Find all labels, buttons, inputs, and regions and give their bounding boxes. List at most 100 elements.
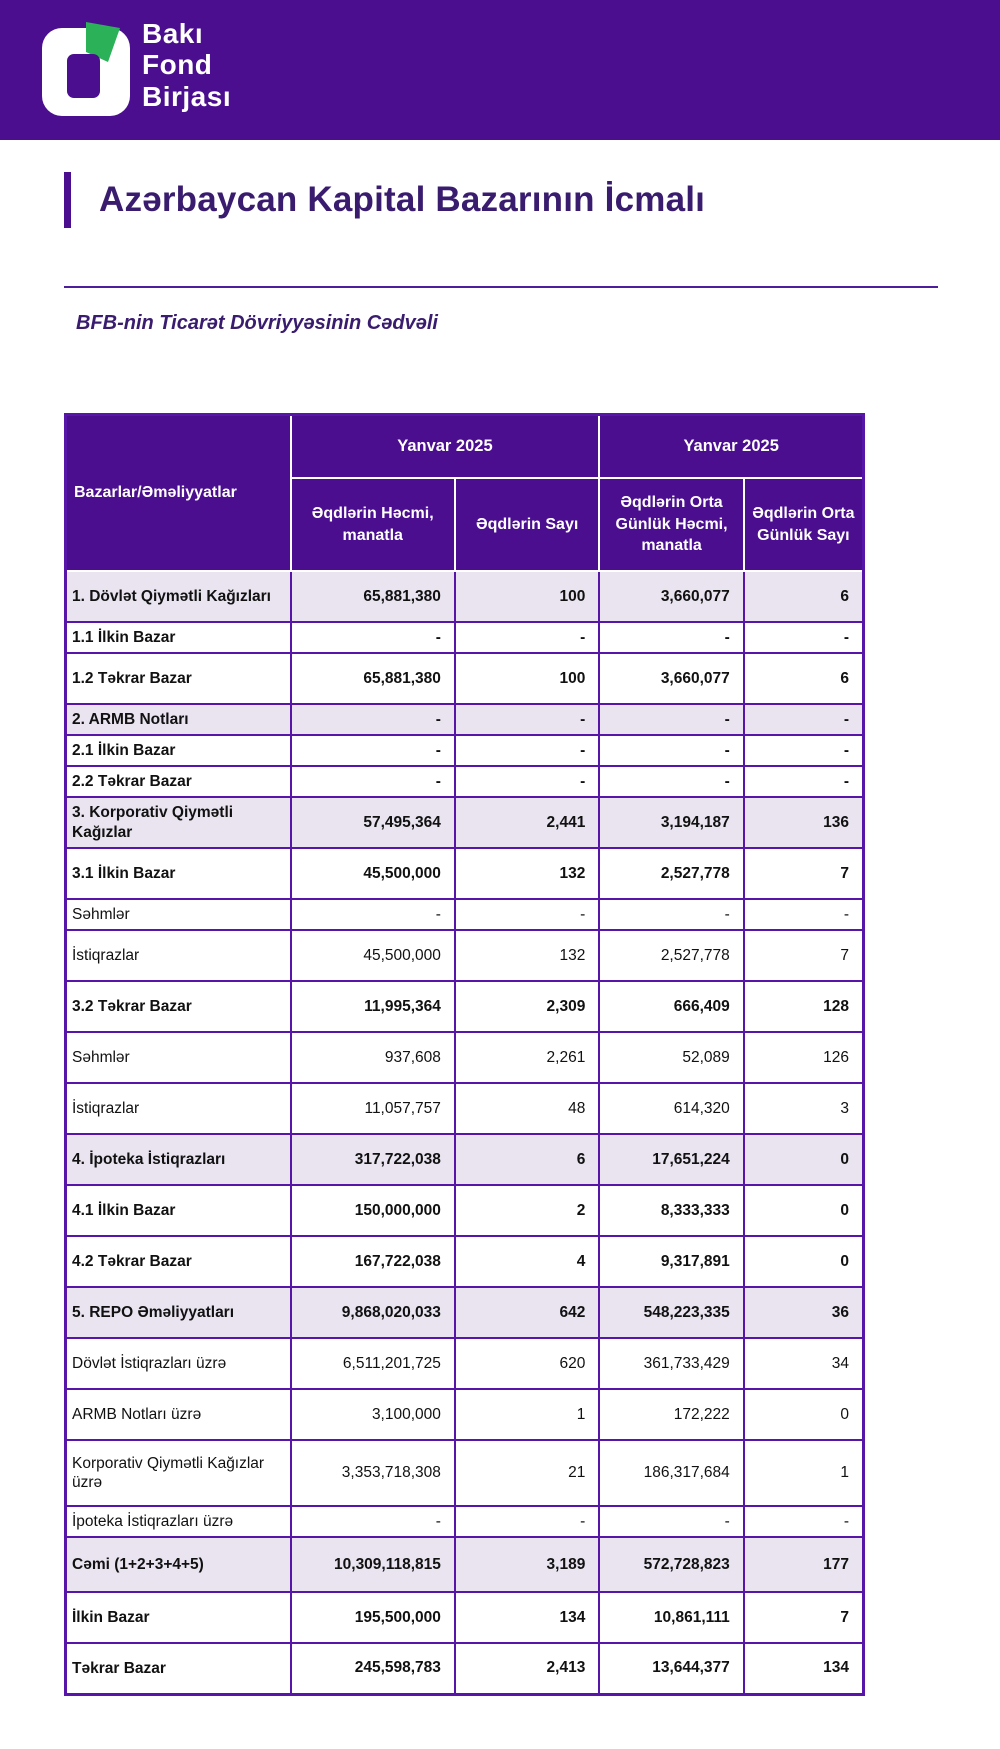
value-cell: 4 (453, 1235, 601, 1288)
table-row: İpoteka İstiqrazları üzrə - - - - (64, 1505, 865, 1538)
table-row: 1.2 Təkrar Bazar 65,881,380 100 3,660,077 6 (64, 652, 865, 705)
value-cell: 167,722,038 (289, 1235, 456, 1288)
value-cell: - (598, 898, 745, 931)
value-cell: 65,881,380 (289, 652, 456, 705)
content: Azərbaycan Kapital Bazarının İcmalı BFB-… (0, 172, 1000, 1696)
value-cell: 17,651,224 (598, 1133, 745, 1186)
table-row: Səhmlər 937,608 2,261 52,089 126 (64, 1031, 865, 1084)
row-label-cell: Səhmlər (64, 1031, 292, 1084)
trading-turnover-table: Bazarlar/Əməliyyatlar Yanvar 2025 Yanvar… (64, 413, 865, 1696)
row-label-cell: İstiqrazlar (64, 1082, 292, 1135)
value-cell: 195,500,000 (289, 1591, 456, 1644)
logo-counter (67, 54, 100, 98)
table-row: 4.1 İlkin Bazar 150,000,000 2 8,333,333 0 (64, 1184, 865, 1237)
row-label-cell: 1.2 Təkrar Bazar (64, 652, 292, 705)
table-row: 4. İpoteka İstiqrazları 317,722,038 6 17,65… (64, 1133, 865, 1186)
value-cell: 11,057,757 (289, 1082, 456, 1135)
value-cell: 0 (742, 1235, 865, 1288)
value-cell: 11,995,364 (289, 980, 456, 1033)
page-title: Azərbaycan Kapital Bazarının İcmalı (99, 180, 706, 219)
row-label-cell: 1.1 İlkin Bazar (64, 621, 292, 654)
logo-green-flag (86, 22, 120, 62)
row-label-cell: 1. Dövlət Qiymətli Kağızları (64, 570, 292, 623)
value-cell: 8,333,333 (598, 1184, 745, 1237)
value-cell: 9,317,891 (598, 1235, 745, 1288)
column-header-avg-daily-volume: Əqdlərin Orta Günlük Həcmi, manatla (598, 477, 745, 572)
value-cell: 1 (742, 1439, 865, 1507)
period-header-row: Bazarlar/Əməliyyatlar Yanvar 2025 Yanvar… (64, 413, 865, 572)
value-cell: - (453, 621, 601, 654)
brand-line-2: Fond (142, 49, 213, 81)
row-label-cell: 2. ARMB Notları (64, 703, 292, 736)
value-cell: - (742, 621, 865, 654)
value-cell: 48 (453, 1082, 601, 1135)
value-cell: 614,320 (598, 1082, 745, 1135)
table-row: Təkrar Bazar 245,598,783 2,413 13,644,377 13… (64, 1642, 865, 1695)
row-label-cell: 4. İpoteka İstiqrazları (64, 1133, 292, 1186)
row-label-cell: 3.2 Təkrar Bazar (64, 980, 292, 1033)
value-cell: 7 (742, 1591, 865, 1644)
value-cell: 7 (742, 847, 865, 900)
table-row: Dövlət İstiqrazları üzrə 6,511,201,725 620… (64, 1337, 865, 1390)
value-cell: - (742, 703, 865, 736)
value-cell: - (453, 898, 601, 931)
value-cell: 136 (742, 796, 865, 849)
row-label-cell: Təkrar Bazar (64, 1642, 292, 1695)
value-cell: 6,511,201,725 (289, 1337, 456, 1390)
value-cell: 642 (453, 1286, 601, 1339)
value-cell: 666,409 (598, 980, 745, 1033)
value-cell: 572,728,823 (598, 1536, 745, 1593)
value-cell: 150,000,000 (289, 1184, 456, 1237)
table-row: 2. ARMB Notları - - - - (64, 703, 865, 736)
value-cell: - (742, 898, 865, 931)
column-header-avg-daily-count: Əqdlərin Orta Günlük Sayı (742, 477, 865, 572)
value-cell: 34 (742, 1337, 865, 1390)
value-cell: 65,881,380 (289, 570, 456, 623)
value-cell: 9,868,020,033 (289, 1286, 456, 1339)
row-label-cell: Dövlət İstiqrazları üzrə (64, 1337, 292, 1390)
table-row: ARMB Notları üzrə 3,100,000 1 172,222 0 (64, 1388, 865, 1441)
period-header-cell: Yanvar 2025 (598, 413, 865, 479)
value-cell: - (742, 1505, 865, 1538)
value-cell: 132 (453, 847, 601, 900)
table-row: 3.1 İlkin Bazar 45,500,000 132 2,527,778 7 (64, 847, 865, 900)
value-cell: 548,223,335 (598, 1286, 745, 1339)
table-header: Bazarlar/Əməliyyatlar Yanvar 2025 Yanvar… (64, 413, 865, 572)
value-cell: 2,261 (453, 1031, 601, 1084)
column-header-row: Əqdlərin Həcmi, manatla Əqdlərin Sayı Əq… (66, 477, 865, 572)
section-subtitle: BFB-nin Ticarət Dövriyyəsinin Cədvəli (76, 312, 438, 334)
value-cell: 2,309 (453, 980, 601, 1033)
brand-line-3: Birjası (142, 80, 232, 112)
table-row: Korporativ Qiymətli Kağızlar üzrə 3,353,7… (64, 1439, 865, 1507)
value-cell: - (453, 734, 601, 767)
value-cell: 3,353,718,308 (289, 1439, 456, 1507)
value-cell: 937,608 (289, 1031, 456, 1084)
value-cell: 134 (742, 1642, 865, 1695)
value-cell: 134 (453, 1591, 601, 1644)
value-cell: 128 (742, 980, 865, 1033)
row-label-cell: 2.1 İlkin Bazar (64, 734, 292, 767)
table-body: 1. Dövlət Qiymətli Kağızları 65,881,380 10… (64, 570, 865, 1695)
value-cell: - (598, 703, 745, 736)
value-cell: 620 (453, 1337, 601, 1390)
title-row: Azərbaycan Kapital Bazarının İcmalı (64, 172, 938, 228)
title-accent-bar (64, 172, 71, 228)
row-label-cell: ARMB Notları üzrə (64, 1388, 292, 1441)
column-header-count: Əqdlərin Sayı (453, 477, 601, 572)
divider-line (64, 286, 938, 288)
table-row: Səhmlər - - - - (64, 898, 865, 931)
value-cell: 10,309,118,815 (289, 1536, 456, 1593)
value-cell: - (289, 898, 456, 931)
value-cell: - (289, 1505, 456, 1538)
row-label-cell: İstiqrazlar (64, 929, 292, 982)
brand-line-1: Bakı (142, 18, 204, 49)
table-row: 3.2 Təkrar Bazar 11,995,364 2,309 666,409 12… (64, 980, 865, 1033)
table-row: 4.2 Təkrar Bazar 167,722,038 4 9,317,891 0 (64, 1235, 865, 1288)
row-label-cell: 5. REPO Əməliyyatları (64, 1286, 292, 1339)
value-cell: - (598, 1505, 745, 1538)
brand-name: Bakı Fond Birjası (142, 18, 231, 112)
value-cell: 3,189 (453, 1536, 601, 1593)
value-cell: - (289, 734, 456, 767)
table-row: 1. Dövlət Qiymətli Kağızları 65,881,380 10… (64, 570, 865, 623)
